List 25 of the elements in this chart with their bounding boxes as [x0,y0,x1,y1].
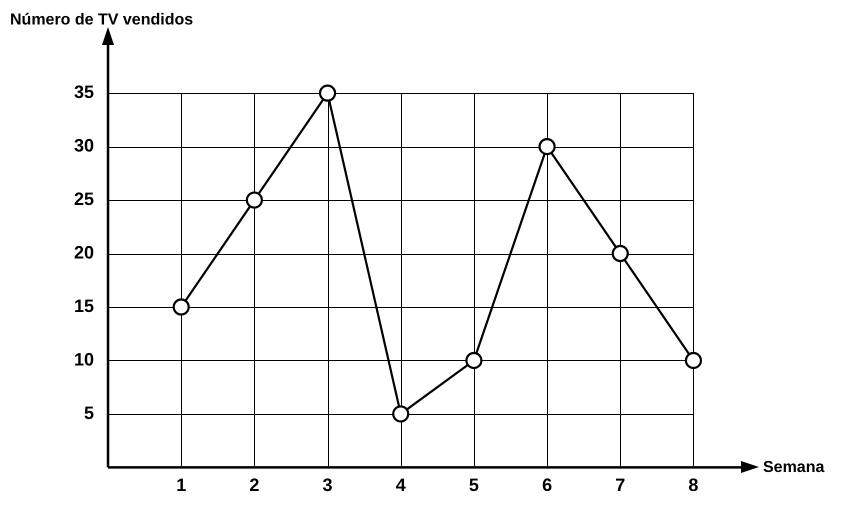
y-tick-label: 15 [74,296,94,316]
x-tick-label: 3 [322,475,333,496]
y-axis-title: Número de TV vendidos [10,11,194,28]
point [465,352,483,370]
x-tick-label: 6 [542,475,552,496]
point [246,191,263,209]
x-tick-label: 8 [688,475,698,496]
y-tick-label: 20 [74,242,94,262]
y-tick-label: 30 [74,136,94,156]
x-tick-label: 4 [396,475,406,496]
x-tick-label: 2 [249,475,260,496]
point [318,84,336,102]
point [684,352,702,370]
x-tick-label: 1 [176,475,186,496]
y-tick-label: 35 [74,82,94,102]
point [392,405,410,423]
y-tick-label: 5 [84,402,94,423]
point [612,244,629,262]
y-tick-label: 25 [74,189,94,210]
point [172,298,190,316]
point [538,138,556,156]
x-axis-title: Semana [763,458,824,476]
x-tick-label: 5 [468,475,479,496]
x-tick-label: 7 [615,475,626,496]
y-tick-label: 10 [74,349,94,370]
